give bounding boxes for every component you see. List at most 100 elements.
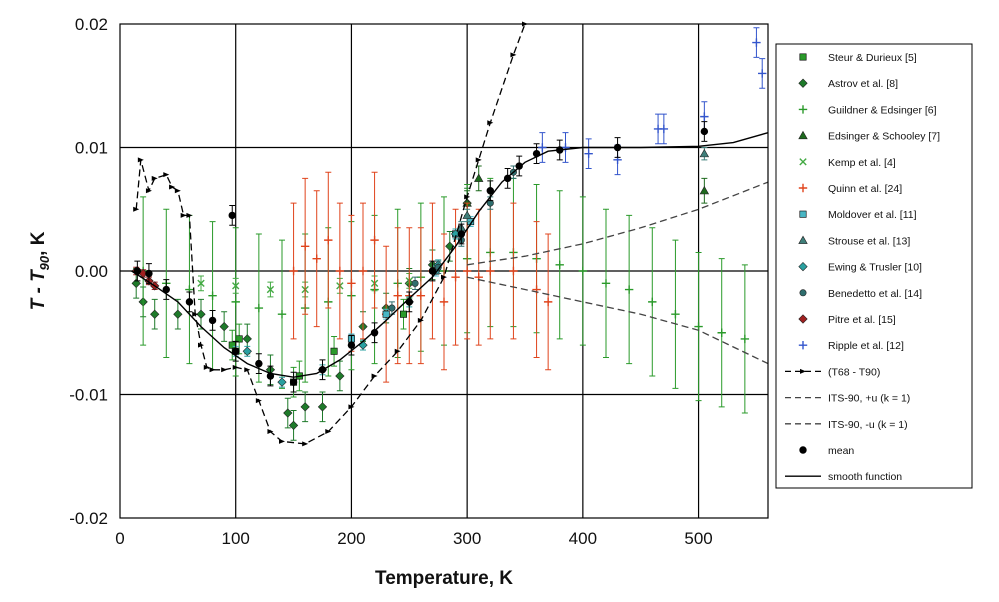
series-point bbox=[198, 342, 204, 348]
legend-item-2: Guildner & Edsinger [6] bbox=[798, 104, 937, 116]
series-point bbox=[441, 274, 447, 280]
legend-box bbox=[775, 43, 973, 489]
series-point bbox=[300, 402, 310, 412]
series-point bbox=[186, 212, 193, 218]
series-layer bbox=[131, 21, 769, 447]
series-point bbox=[283, 408, 293, 418]
series-point bbox=[196, 309, 206, 319]
y-tick-label: 0.01 bbox=[75, 139, 108, 158]
series-point bbox=[242, 334, 252, 344]
legend-label: ITS-90, +u (k = 1) bbox=[828, 393, 910, 405]
y-axis-title: T - T90, K bbox=[28, 231, 52, 310]
legend-item-16: smooth function bbox=[785, 471, 902, 483]
series-point bbox=[699, 185, 710, 195]
series-point bbox=[543, 297, 553, 307]
series-point bbox=[145, 188, 152, 194]
series-point bbox=[289, 378, 298, 386]
legend-label: Quinn et al. [24] bbox=[828, 183, 902, 195]
series-point bbox=[740, 334, 750, 344]
series-point bbox=[394, 348, 401, 354]
series-14 bbox=[466, 276, 769, 365]
legend: Steur & Durieux [5] Astrov et al. [8] Guil… bbox=[785, 52, 940, 483]
legend-label: Ewing & Trusler [10] bbox=[828, 262, 922, 274]
legend-marker bbox=[798, 235, 808, 244]
legend-marker bbox=[798, 105, 808, 114]
legend-label: ITS-90, -u (k = 1) bbox=[828, 419, 908, 431]
series-point bbox=[254, 303, 264, 313]
series-point bbox=[601, 279, 611, 288]
x-tick-labels: 0 100 200 300 400 500 bbox=[115, 529, 712, 548]
series-point bbox=[347, 279, 356, 288]
legend-marker bbox=[799, 210, 807, 218]
series-point bbox=[417, 317, 424, 323]
series-line bbox=[466, 276, 769, 365]
series-point bbox=[197, 279, 205, 288]
series-point bbox=[288, 420, 299, 430]
series-point bbox=[503, 174, 512, 183]
series-point bbox=[150, 309, 160, 319]
series-point bbox=[411, 279, 419, 287]
legend-item-15: mean bbox=[799, 445, 854, 457]
series-point bbox=[330, 347, 338, 355]
series-point bbox=[486, 187, 494, 195]
legend-item-10: Pitre et al. [15] bbox=[798, 314, 896, 326]
series-point bbox=[266, 285, 275, 294]
legend-item-11: Ripple et al. [12] bbox=[798, 340, 904, 352]
series-point bbox=[700, 127, 709, 136]
legend-label: Guildner & Edsinger [6] bbox=[828, 104, 937, 116]
series-point bbox=[451, 272, 460, 282]
series-point bbox=[717, 328, 726, 337]
series-point bbox=[439, 297, 449, 307]
series-point bbox=[462, 266, 472, 276]
series-point bbox=[370, 235, 379, 245]
legend-label: mean bbox=[828, 445, 854, 457]
series-point bbox=[185, 298, 194, 306]
legend-marker bbox=[798, 183, 808, 193]
legend-item-5: Quinn et al. [24] bbox=[798, 183, 902, 195]
legend-marker bbox=[799, 289, 807, 297]
series-point bbox=[300, 242, 310, 251]
series-point bbox=[555, 260, 564, 270]
legend-marker bbox=[799, 158, 807, 166]
series-point bbox=[324, 235, 333, 245]
series-point bbox=[151, 175, 158, 181]
series-point bbox=[133, 206, 140, 212]
x-axis-title: Temperature, K bbox=[375, 568, 513, 589]
series-point bbox=[473, 173, 484, 182]
legend-item-4: Kemp et al. [4] bbox=[799, 157, 896, 169]
series-point bbox=[464, 194, 471, 200]
legend-label: Steur & Durieux [5] bbox=[828, 52, 917, 64]
series-point bbox=[267, 429, 274, 435]
legend-marker bbox=[798, 341, 808, 350]
series-point bbox=[231, 297, 240, 307]
series-point bbox=[232, 364, 239, 370]
legend-marker bbox=[798, 130, 808, 140]
series-point bbox=[180, 212, 187, 218]
series-point bbox=[578, 266, 588, 276]
series-point bbox=[145, 269, 153, 278]
y-tick-label: 0.00 bbox=[75, 262, 108, 281]
series-4 bbox=[197, 272, 413, 298]
legend-item-9: Benedetto et al. [14] bbox=[799, 288, 922, 300]
legend-label: Kemp et al. [4] bbox=[828, 157, 896, 169]
legend-marker bbox=[798, 78, 808, 88]
series-12 bbox=[133, 21, 528, 447]
plot-frame bbox=[119, 23, 769, 519]
series-point bbox=[244, 367, 251, 373]
y-tick-label: -0.01 bbox=[69, 386, 108, 405]
series-point bbox=[347, 341, 356, 349]
series-16 bbox=[131, 132, 769, 378]
series-point bbox=[228, 341, 236, 349]
legend-label: smooth function bbox=[828, 471, 902, 483]
series-point bbox=[209, 367, 216, 373]
series-0 bbox=[228, 298, 407, 398]
series-point bbox=[699, 148, 710, 158]
series-point bbox=[255, 359, 263, 368]
series-point bbox=[208, 291, 217, 300]
series-point bbox=[277, 377, 287, 387]
series-point bbox=[475, 157, 482, 163]
legend-label: (T68 - T90) bbox=[828, 366, 880, 378]
series-point bbox=[405, 298, 413, 306]
series-point bbox=[393, 291, 402, 300]
